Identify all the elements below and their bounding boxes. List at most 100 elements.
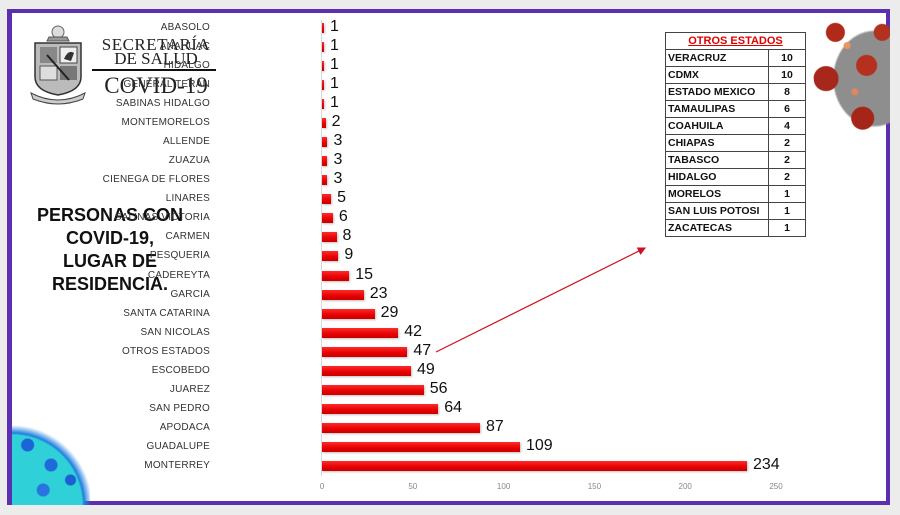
bar <box>322 23 324 33</box>
logo-divider <box>92 69 216 71</box>
chart-bar-row: ESCOBEDO 49 <box>0 361 800 381</box>
bar-value-label: 87 <box>485 417 504 435</box>
table-row: TABASCO 2 <box>665 151 806 169</box>
table-title: OTROS ESTADOS <box>665 32 806 50</box>
bar-value-label: 1 <box>330 75 339 93</box>
state-name-cell: COAHUILA <box>665 117 769 135</box>
state-count-cell: 2 <box>768 151 806 169</box>
bar-value-label: 3 <box>333 132 343 150</box>
bar <box>322 80 324 91</box>
bar <box>322 42 324 53</box>
bar-value-label: 23 <box>369 284 388 302</box>
chart-bar-row: GENERAL TERAN 1 <box>0 75 800 95</box>
state-count-cell: 8 <box>768 83 806 101</box>
nuevo-leon-coat-of-arms-icon <box>30 25 86 105</box>
headline-line: LUGAR DE <box>63 251 157 271</box>
bar-value-label: 1 <box>330 56 339 74</box>
otros-estados-table: OTROS ESTADOS VERACRUZ 10 CDMX 10 ESTADO MEX… <box>665 32 806 237</box>
bar <box>322 422 480 433</box>
bar <box>322 61 324 72</box>
virus-image-blue <box>12 405 90 505</box>
state-name-cell: SAN LUIS POTOSI <box>665 202 769 220</box>
bar-value-label: 2 <box>331 113 341 131</box>
table-row: ESTADO MEXICO 8 <box>665 83 806 101</box>
chart-bar-row: HIDALGO 1 <box>0 56 800 76</box>
bar <box>322 441 520 452</box>
bar <box>322 460 747 471</box>
state-name-cell: CHIAPAS <box>665 134 769 152</box>
bar-value-label: 3 <box>333 170 343 188</box>
table-row: MORELOS 1 <box>665 185 806 203</box>
category-label: PESQUERIA <box>149 250 210 262</box>
chart-bar-row: ALLENDE 3 <box>0 132 800 152</box>
bar <box>322 232 337 243</box>
chart-bar-row: GARCIA 23 <box>0 284 800 305</box>
category-label: GENERAL TERAN <box>123 79 210 91</box>
chart-bar-row: ANAHUAC 1 <box>0 37 800 57</box>
chart-bar-row: JUAREZ 56 <box>0 380 800 400</box>
state-name-cell: ZACATECAS <box>665 219 769 237</box>
bar <box>322 251 339 262</box>
bar-value-label: 64 <box>444 398 463 416</box>
category-label: GUADALUPE <box>146 440 210 452</box>
x-axis-tick: 0 <box>319 482 325 491</box>
bar-value-label: 15 <box>355 265 374 283</box>
bar-value-label: 1 <box>330 18 339 35</box>
state-count-cell: 4 <box>768 117 806 135</box>
state-count-cell: 6 <box>768 100 806 118</box>
chart-bar-row: SALINAS VICTORIA 6 <box>0 208 800 228</box>
category-label: SANTA CATARINA <box>123 307 210 319</box>
chart-headline: PERSONAS CON COVID-19, LUGAR DE RESIDENC… <box>20 204 200 296</box>
state-count-cell: 1 <box>768 185 806 203</box>
chart-bar-row: ABASOLO 1 <box>0 18 800 38</box>
category-label: CARMEN <box>165 231 210 243</box>
state-count-cell: 1 <box>768 219 806 237</box>
state-count-cell: 2 <box>768 134 806 152</box>
logo-line-2: DE SALUD <box>114 49 198 68</box>
table-row: COAHUILA 4 <box>665 117 806 135</box>
state-count-cell: 2 <box>768 168 806 186</box>
bar <box>322 118 326 129</box>
state-name-cell: VERACRUZ <box>665 49 769 67</box>
category-label: HIDALGO <box>163 60 210 72</box>
y-axis-line <box>321 20 322 476</box>
state-name-cell: MORELOS <box>665 185 769 203</box>
category-label: CIENEGA DE FLORES <box>102 174 210 186</box>
chart-bar-row: LINARES 5 <box>0 189 800 209</box>
category-label: SABINAS HIDALGO <box>115 98 210 110</box>
category-label: SALINAS VICTORIA <box>114 212 210 224</box>
bar <box>322 175 328 186</box>
bar <box>322 384 424 395</box>
headline-line: COVID-19, <box>65 228 155 248</box>
bar <box>322 346 408 357</box>
bar <box>322 289 364 300</box>
chart-bar-row: SABINAS HIDALGO 1 <box>0 94 800 114</box>
logo-line-3: COVID-19 <box>104 73 208 98</box>
bar-value-label: 3 <box>333 151 343 169</box>
bar <box>322 270 350 281</box>
bar-value-label: 47 <box>413 341 432 359</box>
bar-value-label: 8 <box>342 227 352 245</box>
category-label: ALLENDE <box>163 136 210 148</box>
table-row: HIDALGO 2 <box>665 168 806 186</box>
state-count-cell: 10 <box>768 66 806 84</box>
category-label: GARCIA <box>170 288 210 300</box>
table-row: VERACRUZ 10 <box>665 49 806 67</box>
chart-bar-row: SANTA CATARINA 29 <box>0 304 800 324</box>
chart-bar-row: CADEREYTA 15 <box>0 265 800 286</box>
chart-bar-row: PESQUERIA 9 <box>0 246 800 266</box>
x-axis-tick: 100 <box>496 482 511 491</box>
chart-bar-row: SAN NICOLAS 42 <box>0 323 800 343</box>
bar-value-label: 1 <box>330 37 339 55</box>
chart-bar-row: CARMEN 8 <box>0 227 800 247</box>
category-label: ZUAZUA <box>168 155 210 167</box>
x-axis-tick: 250 <box>769 482 783 491</box>
bar <box>322 308 375 319</box>
category-label: LINARES <box>165 193 210 205</box>
category-label: ABASOLO <box>160 22 210 33</box>
logo-line-1: SECRETARÍA <box>101 35 211 54</box>
category-label: SAN PEDRO <box>149 402 210 414</box>
bar <box>322 365 411 376</box>
